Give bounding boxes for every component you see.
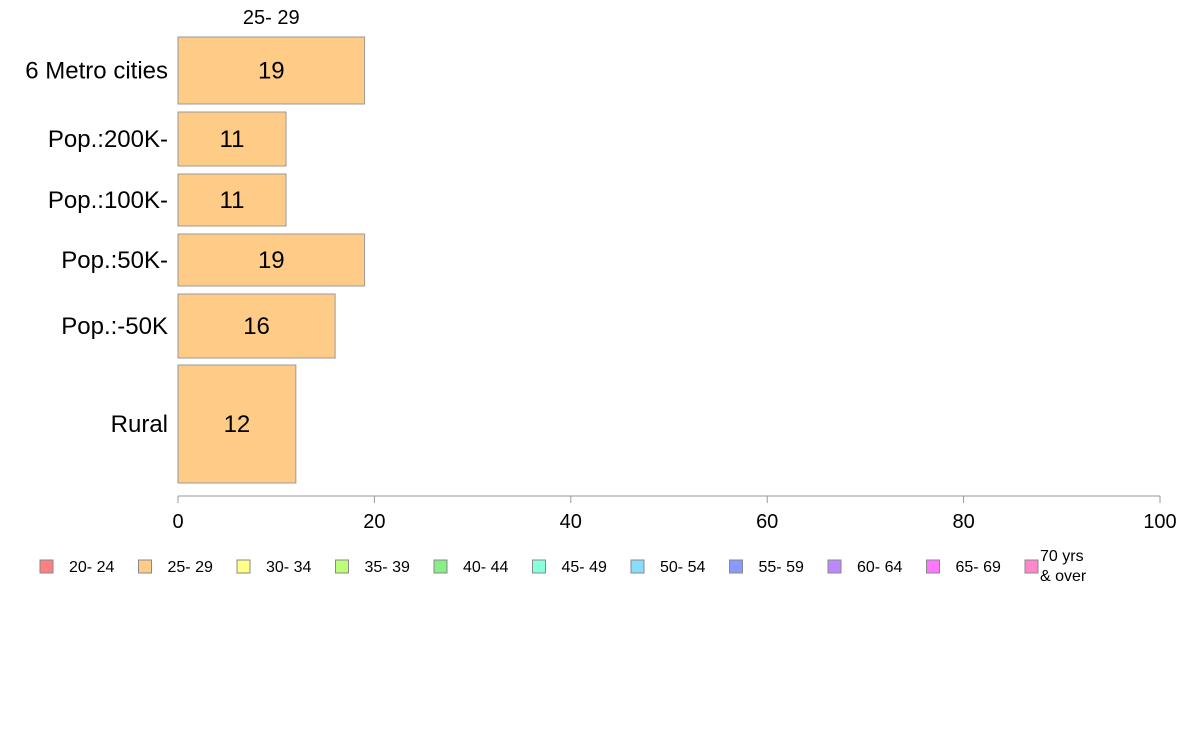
x-tick-label: 40: [560, 511, 582, 533]
legend-label-line: & over: [1040, 568, 1087, 585]
bar-value-label: 16: [243, 313, 270, 340]
legend-swatch: [335, 559, 349, 574]
x-tick-label: 80: [952, 511, 974, 533]
legend-label: 20- 24: [69, 559, 114, 576]
legend-swatch: [630, 559, 645, 574]
series-header: 25- 29: [243, 7, 300, 29]
legend-swatch: [827, 559, 842, 574]
legend-label: 40- 44: [463, 559, 508, 576]
legend-label: 35- 39: [365, 559, 410, 576]
bar: [177, 293, 336, 359]
legend-label: 55- 59: [759, 559, 804, 576]
bar: [177, 233, 366, 287]
bar-value-label: 11: [220, 187, 245, 214]
bar-value-label: 12: [224, 411, 251, 438]
legend-swatch: [532, 559, 546, 574]
legend-label: 65- 69: [956, 559, 1001, 576]
bar: [177, 364, 297, 484]
legend-swatch: [138, 559, 152, 574]
legend-swatch: [1024, 559, 1039, 574]
category-label: Pop.:200K-: [48, 126, 168, 153]
x-tick-label: 20: [363, 511, 385, 533]
legend-label: 60- 64: [857, 559, 902, 576]
category-label: Rural: [111, 411, 168, 438]
legend-label: 45- 49: [562, 559, 607, 576]
category-label: Pop.:100K-: [48, 187, 168, 214]
bar: [177, 36, 366, 105]
legend-swatch: [39, 559, 54, 574]
bar-value-label: 19: [258, 58, 285, 85]
legend-label-line: 70 yrs: [1040, 548, 1084, 565]
legend-label: 50- 54: [660, 559, 705, 576]
category-label: Pop.:-50K: [61, 313, 168, 340]
x-tick-label: 0: [172, 511, 183, 533]
legend-label: 25- 29: [168, 559, 213, 576]
x-tick-label: 60: [756, 511, 778, 533]
bar-value-label: 11: [220, 126, 245, 153]
legend-label: 30- 34: [266, 559, 311, 576]
bar-value-label: 19: [258, 247, 285, 274]
x-tick-label: 100: [1143, 511, 1176, 533]
legend-swatch: [433, 559, 448, 574]
category-label: 6 Metro cities: [25, 58, 168, 85]
category-label: Pop.:50K-: [61, 247, 168, 274]
legend-swatch: [926, 559, 940, 574]
legend-swatch: [729, 559, 743, 574]
bar: [177, 173, 287, 227]
bar: [177, 111, 287, 167]
legend-swatch: [236, 559, 251, 574]
legend-label: 70 yrs & over: [1040, 548, 1087, 585]
